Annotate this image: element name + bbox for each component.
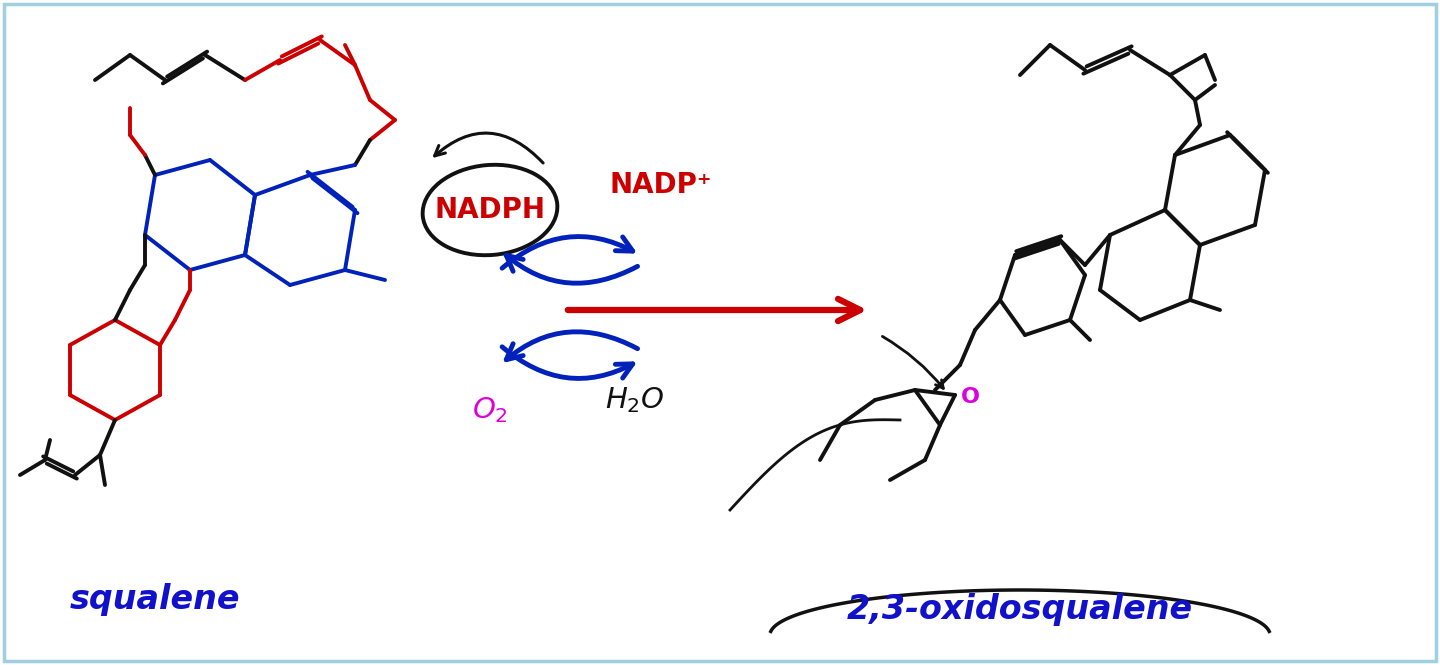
Text: $H_2O$: $H_2O$ xyxy=(605,385,665,415)
FancyBboxPatch shape xyxy=(4,4,1436,661)
Text: squalene: squalene xyxy=(69,583,240,616)
Text: NADPH: NADPH xyxy=(435,196,546,224)
Text: $O_2$: $O_2$ xyxy=(472,395,508,425)
Text: 2,3-oxidosqualene: 2,3-oxidosqualene xyxy=(847,593,1194,626)
Text: O: O xyxy=(960,387,979,407)
Text: NADP⁺: NADP⁺ xyxy=(611,171,713,199)
